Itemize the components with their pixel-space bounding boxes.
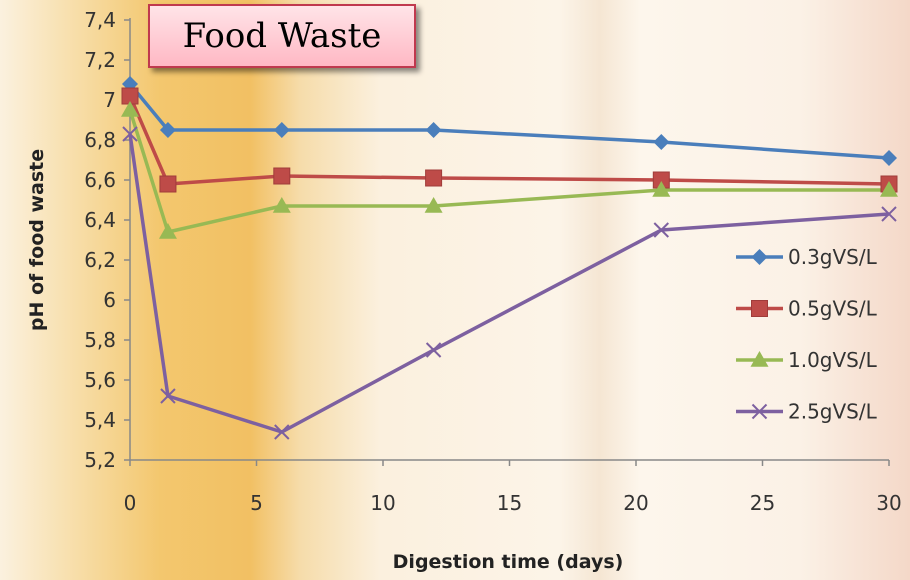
data-point-0.3gVS/L xyxy=(273,122,290,138)
y-tick-label: 7 xyxy=(103,88,116,112)
data-point-1.0gVS/L xyxy=(424,197,443,213)
legend-marker xyxy=(751,403,768,420)
chart-axes xyxy=(124,18,890,466)
data-point-1.0gVS/L xyxy=(158,223,177,239)
data-point-0.3gVS/L xyxy=(425,122,442,138)
y-tick-label: 5,8 xyxy=(84,328,116,352)
x-axis-label: Digestion time (days) xyxy=(393,551,624,573)
x-tick-label: 30 xyxy=(876,491,901,515)
legend-label: 2.5gVS/L xyxy=(788,400,878,424)
x-tick-label: 15 xyxy=(497,491,522,515)
data-point-2.5gVS/L xyxy=(122,126,138,142)
legend: 0.3gVS/L 0.5gVS/L 1.0gVS/L 2.5gVS/L xyxy=(736,245,878,424)
chart-title: Food Waste xyxy=(148,4,416,68)
x-marker-stroke xyxy=(274,424,290,440)
data-point-2.5gVS/L xyxy=(425,342,442,358)
legend-label: 0.3gVS/L xyxy=(788,245,878,269)
legend-item: 0.3gVS/L xyxy=(736,245,878,269)
y-tick-label: 6,8 xyxy=(84,128,116,152)
series-line-2.5gVS/L xyxy=(128,133,890,434)
x-marker-stroke xyxy=(425,342,442,358)
y-tick-label: 7,4 xyxy=(84,8,116,32)
tick-labels: 5,2 5,4 5,6 5,8 6 6,2 6,4 6,6 6,8 7 7,2 7,4 0 5 10 15 20… xyxy=(84,8,902,515)
y-tick-label: 5,6 xyxy=(84,368,116,392)
x-marker-stroke xyxy=(122,126,138,142)
series-line-0.5gVS/L xyxy=(128,95,890,186)
data-point-1.0gVS/L xyxy=(121,101,139,117)
legend-marker xyxy=(751,300,768,317)
y-tick-label: 5,4 xyxy=(84,408,116,432)
data-point-0.5gVS/L xyxy=(273,167,291,185)
data-point-0.3gVS/L xyxy=(653,134,670,150)
series-line-1.0gVS/L xyxy=(128,109,889,234)
y-tick-label: 6,4 xyxy=(84,208,116,232)
x-tick-label: 25 xyxy=(750,491,775,515)
series-lines xyxy=(128,82,890,434)
x-marker-stroke xyxy=(653,222,670,238)
x-tick-label: 10 xyxy=(370,491,395,515)
data-point-2.5gVS/L xyxy=(274,424,290,440)
series-markers xyxy=(121,76,898,440)
y-tick-label: 6,6 xyxy=(84,168,116,192)
data-point-0.3gVS/L xyxy=(881,150,897,166)
data-point-1.0gVS/L xyxy=(880,181,898,197)
y-tick-label: 6 xyxy=(103,288,116,312)
legend-marker xyxy=(750,351,769,367)
x-tick-label: 5 xyxy=(250,491,263,515)
y-tick-label: 7,2 xyxy=(84,48,116,72)
data-point-1.0gVS/L xyxy=(272,197,291,213)
legend-item: 2.5gVS/L xyxy=(736,400,878,424)
data-point-2.5gVS/L xyxy=(653,222,670,238)
legend-item: 0.5gVS/L xyxy=(736,297,878,321)
x-marker-stroke xyxy=(160,388,176,404)
y-axis-label: pH of food waste xyxy=(26,149,48,331)
x-tick-label: 0 xyxy=(124,491,137,515)
y-tick-label: 5,2 xyxy=(84,448,116,472)
data-point-0.5gVS/L xyxy=(159,175,177,193)
legend-marker xyxy=(751,249,768,265)
legend-item: 1.0gVS/L xyxy=(736,348,878,372)
data-point-2.5gVS/L xyxy=(160,388,176,404)
data-point-1.0gVS/L xyxy=(652,181,671,197)
data-point-2.5gVS/L xyxy=(881,206,897,222)
x-tick-label: 20 xyxy=(623,491,648,515)
legend-label: 0.5gVS/L xyxy=(788,297,878,321)
x-marker-stroke xyxy=(751,403,768,420)
data-point-0.5gVS/L xyxy=(425,169,443,187)
data-point-0.3gVS/L xyxy=(159,122,176,138)
y-tick-label: 6,2 xyxy=(84,248,116,272)
x-marker-stroke xyxy=(881,206,897,222)
series-line-0.3gVS/L xyxy=(128,82,890,160)
legend-label: 1.0gVS/L xyxy=(788,348,878,372)
